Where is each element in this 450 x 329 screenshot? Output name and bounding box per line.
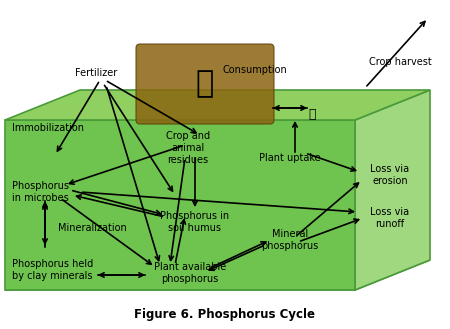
Polygon shape: [355, 90, 430, 290]
Text: Mineralization: Mineralization: [58, 223, 127, 233]
Text: Plant uptake: Plant uptake: [259, 153, 321, 163]
Text: Figure 6. Phosphorus Cycle: Figure 6. Phosphorus Cycle: [135, 308, 315, 321]
Text: Consumption: Consumption: [223, 65, 288, 75]
Text: Loss via
erosion: Loss via erosion: [370, 164, 410, 186]
Text: Crop and
animal
residues: Crop and animal residues: [166, 131, 210, 164]
Text: Crop harvest: Crop harvest: [369, 57, 432, 67]
Text: 🌿: 🌿: [308, 108, 316, 120]
Text: Fertilizer: Fertilizer: [75, 68, 117, 78]
FancyBboxPatch shape: [136, 44, 274, 124]
Text: 🐄: 🐄: [196, 69, 214, 98]
Text: Plant available
phosphorus: Plant available phosphorus: [154, 262, 226, 284]
Text: Mineral
phosphorus: Mineral phosphorus: [261, 229, 319, 251]
Text: Loss via
runoff: Loss via runoff: [370, 207, 410, 229]
Text: Phosphorus held
by clay minerals: Phosphorus held by clay minerals: [12, 259, 93, 281]
Polygon shape: [5, 120, 355, 290]
Text: Immobilization: Immobilization: [12, 123, 84, 133]
Polygon shape: [5, 90, 430, 120]
Text: Phosphorus
in microbes: Phosphorus in microbes: [12, 181, 69, 203]
Polygon shape: [5, 260, 430, 290]
Text: Phosphorus in
soil humus: Phosphorus in soil humus: [161, 211, 230, 233]
